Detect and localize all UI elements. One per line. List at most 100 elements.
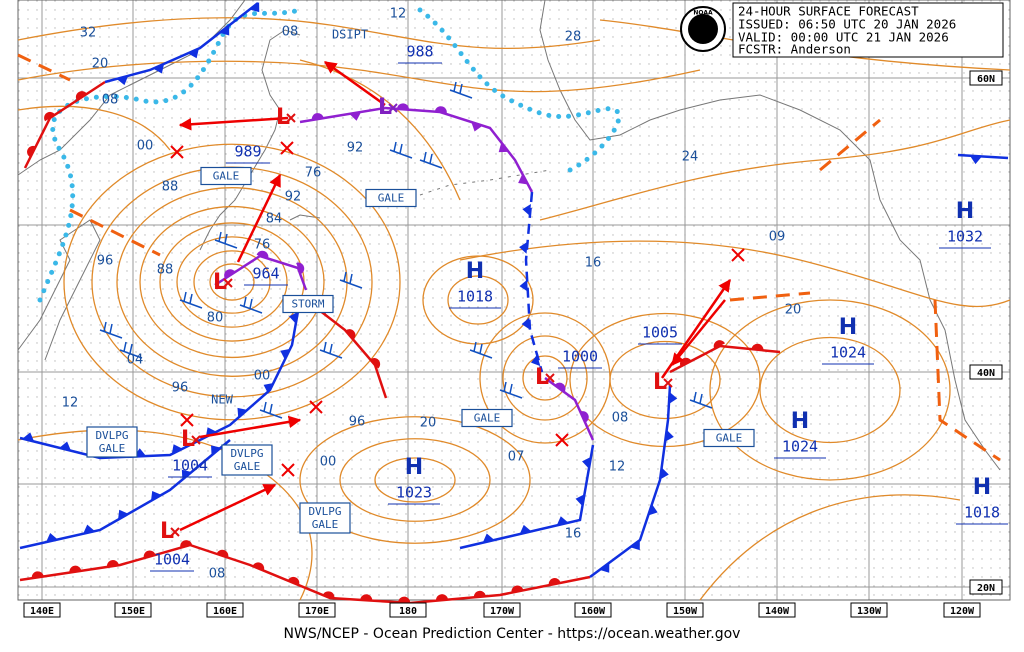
wind-barb <box>473 341 477 352</box>
front-symbol <box>519 524 532 535</box>
warning-box <box>299 502 351 534</box>
isobar <box>522 355 568 401</box>
lon-label-box <box>666 602 704 618</box>
low-center <box>170 527 180 537</box>
lat-label: 40N <box>977 368 995 379</box>
front-symbol <box>311 113 324 121</box>
front-symbol <box>554 382 566 393</box>
isobar-label: 80 <box>207 311 224 326</box>
wind-barb <box>399 143 403 154</box>
high-symbol: H <box>956 199 974 224</box>
wind-barb <box>129 343 133 354</box>
lon-label: 170W <box>490 606 515 617</box>
isobar-label: 00 <box>320 455 337 470</box>
wind-barb <box>393 141 397 152</box>
lon-label-box <box>943 602 981 618</box>
wind-barb <box>503 381 507 392</box>
lon-label: 140W <box>765 606 790 617</box>
front-symbol <box>713 340 726 349</box>
low-pressure: 964 <box>252 265 279 283</box>
low-symbol: L <box>213 270 227 295</box>
low-symbol: L <box>181 427 195 452</box>
lat-label: 60N <box>977 74 995 85</box>
warning-label: GALE <box>312 518 339 531</box>
cold-front <box>19 299 302 460</box>
front-symbol <box>660 467 669 480</box>
low-symbol: L <box>378 95 392 120</box>
ice-edge <box>37 7 622 303</box>
high-pressure: 1018 <box>964 504 1000 522</box>
isobar-label: 76 <box>254 238 271 253</box>
low-pressure: 1004 <box>154 551 190 569</box>
isobar-label: 88 <box>162 180 179 195</box>
isobar-label: 08 <box>209 567 226 582</box>
front-symbol <box>511 585 524 593</box>
warning-label: DVLPG <box>308 505 341 518</box>
wind-barb <box>218 231 222 242</box>
coastline <box>289 214 321 221</box>
isobar-label: 76 <box>305 166 322 181</box>
low-symbol: L <box>276 105 290 130</box>
low-center <box>545 373 555 383</box>
wind-barb <box>459 83 463 94</box>
isobar-label: 12 <box>62 396 79 411</box>
front-symbol <box>648 504 658 516</box>
forecast-position <box>180 413 194 427</box>
lon-label: 120W <box>950 606 975 617</box>
lon-label: 170E <box>305 606 329 617</box>
isobar-label: 84 <box>266 212 283 227</box>
front-symbol <box>473 590 486 598</box>
header-title: 24-HOUR SURFACE FORECAST <box>738 4 919 19</box>
wind-barb <box>429 153 433 164</box>
high-symbol: H <box>973 475 991 500</box>
wind-barb <box>263 401 267 412</box>
isobar <box>339 438 491 522</box>
isobar-label: 28 <box>565 30 582 45</box>
coastline <box>199 29 301 251</box>
low-pressure: 988 <box>406 43 433 61</box>
lon-label: 180 <box>399 606 417 617</box>
lon-label-box <box>23 602 61 618</box>
low-symbol: L <box>653 370 667 395</box>
low-pressure: 1004 <box>172 457 208 475</box>
coastline <box>17 0 246 176</box>
isobar <box>447 275 509 325</box>
motion-arrow <box>323 60 386 107</box>
front-symbol <box>519 279 528 292</box>
trough <box>819 118 881 172</box>
trough <box>17 53 71 82</box>
isobar-label: 20 <box>785 303 802 318</box>
isobar-label: 92 <box>347 141 364 156</box>
map-note: DSIPT <box>332 28 368 42</box>
low-center <box>286 113 296 123</box>
forecast-position <box>280 141 294 155</box>
high-symbol: H <box>791 409 809 434</box>
motion-arrow <box>199 415 302 439</box>
isobar-label: 09 <box>769 230 786 245</box>
front-symbol <box>153 63 165 74</box>
front-symbol <box>27 145 36 158</box>
map-note: NEW <box>211 393 233 407</box>
isobar-label: 08 <box>612 411 629 426</box>
front-symbol <box>249 2 260 13</box>
forecast-position <box>281 463 295 477</box>
front-symbol <box>224 269 236 279</box>
warning-box <box>221 444 273 476</box>
high-pressure: 1023 <box>396 484 432 502</box>
front-symbol <box>556 516 569 526</box>
low-symbol: L <box>535 365 549 390</box>
lon-label: 160W <box>581 606 606 617</box>
warning-label: GALE <box>378 192 405 205</box>
isobar <box>502 335 588 421</box>
isobar <box>699 494 961 601</box>
front-symbol <box>398 596 411 604</box>
isobar <box>17 105 171 151</box>
warning-box <box>86 426 138 458</box>
front-symbol <box>396 103 409 110</box>
front-symbol <box>143 550 156 559</box>
warning-box <box>461 408 513 428</box>
front-symbol <box>46 533 58 543</box>
front-symbol <box>263 382 274 394</box>
isobar-label: 16 <box>565 527 582 542</box>
isobar <box>17 17 601 50</box>
